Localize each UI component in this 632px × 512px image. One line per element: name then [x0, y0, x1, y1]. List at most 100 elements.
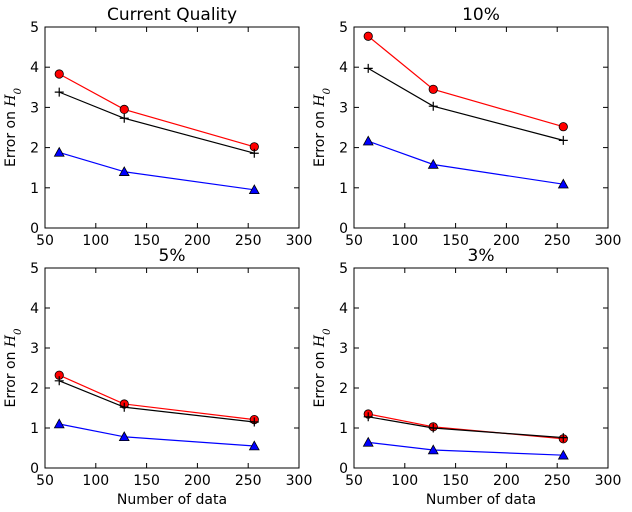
y-tick-label: 1 — [30, 181, 39, 197]
series-line-2 — [367, 67, 564, 141]
data-point-triangle — [427, 444, 439, 455]
series-line-1 — [58, 374, 255, 421]
x-tick-label: 50 — [36, 233, 54, 249]
data-point-triangle — [118, 166, 130, 176]
x-tick-label: 300 — [286, 473, 313, 489]
x-tick-label: 150 — [442, 233, 469, 249]
subplot-2: 50 100 150 200 250 300 0 1 2 3 4 5 10% Error on H0 — [312, 5, 621, 249]
y-axis-label: Error on H0 — [312, 87, 333, 167]
y-axis-label: Error on H0 — [3, 87, 24, 167]
y-tick-label: 1 — [30, 421, 39, 437]
y-tick-label: 4 — [30, 301, 39, 317]
series-line-3 — [59, 151, 255, 191]
x-tick-label: 150 — [442, 473, 469, 489]
subplot-title: Current Quality — [107, 5, 237, 25]
x-tick-label: 300 — [595, 473, 622, 489]
data-point-triangle — [118, 431, 130, 442]
data-point-plus — [119, 402, 129, 412]
data-point-circle — [54, 69, 64, 79]
data-point-triangle — [362, 436, 374, 447]
y-tick-label: 4 — [30, 60, 39, 76]
data-point-triangle — [362, 135, 374, 146]
x-tick-label: 300 — [286, 233, 313, 249]
plot-frame — [44, 26, 300, 229]
data-point-plus — [428, 423, 438, 433]
y-tick-label: 5 — [339, 261, 348, 277]
data-point-triangle — [53, 146, 65, 157]
subplot-1: 50 100 150 200 250 300 0 1 2 3 4 5 Current Quality Er… — [3, 5, 312, 249]
x-tick-label: 200 — [493, 473, 520, 489]
y-tick-label: 5 — [30, 261, 39, 277]
y-tick-label: 2 — [339, 141, 348, 157]
x-tick-label: 150 — [133, 473, 160, 489]
data-point-circle — [428, 84, 438, 94]
series-line-1 — [367, 35, 564, 128]
data-point-plus — [249, 417, 259, 427]
x-axis-label: Number of data — [117, 492, 227, 508]
plot-frame — [44, 267, 300, 469]
y-tick-label: 2 — [339, 381, 348, 397]
data-point-plus — [428, 101, 438, 111]
x-tick-label: 50 — [345, 473, 363, 489]
data-point-triangle — [53, 418, 65, 429]
series-line-3 — [59, 423, 255, 447]
y-tick-label: 0 — [339, 221, 348, 237]
x-tick-label: 100 — [82, 233, 109, 249]
y-tick-label: 3 — [339, 100, 348, 116]
subplot-title: 5% — [159, 246, 186, 266]
y-tick-label: 3 — [30, 341, 39, 357]
data-point-circle — [363, 31, 373, 41]
y-tick-label: 5 — [339, 20, 348, 36]
data-point-circle — [558, 122, 568, 132]
subplot-3: 50 100 150 200 250 300 0 1 2 3 4 5 5% Error on H0 Numb… — [3, 246, 312, 508]
x-tick-label: 250 — [544, 473, 571, 489]
x-tick-label: 50 — [36, 473, 54, 489]
y-tick-label: 3 — [339, 341, 348, 357]
data-point-plus — [249, 148, 259, 158]
y-tick-label: 5 — [30, 20, 39, 36]
x-tick-label: 50 — [345, 233, 363, 249]
data-point-plus — [363, 63, 373, 73]
y-tick-label: 3 — [30, 100, 39, 116]
data-point-plus — [119, 113, 129, 123]
x-tick-label: 100 — [82, 473, 109, 489]
subplot-4: 50 100 150 200 250 300 0 1 2 3 4 5 3% Error on H0 Numb… — [312, 246, 621, 508]
x-tick-label: 250 — [544, 233, 571, 249]
subplot-title: 3% — [468, 246, 495, 266]
x-tick-label: 300 — [595, 233, 622, 249]
x-tick-label: 200 — [184, 233, 211, 249]
x-tick-label: 100 — [391, 233, 418, 249]
x-tick-label: 200 — [493, 233, 520, 249]
series-line-2 — [59, 91, 255, 154]
y-axis-label: Error on H0 — [3, 328, 24, 408]
x-tick-label: 150 — [133, 233, 160, 249]
data-point-plus — [558, 433, 568, 443]
x-tick-label: 200 — [184, 473, 211, 489]
x-tick-label: 100 — [391, 473, 418, 489]
data-point-triangle — [427, 158, 439, 169]
y-tick-label: 4 — [339, 301, 348, 317]
y-tick-label: 1 — [339, 421, 348, 437]
data-point-plus — [54, 87, 64, 97]
data-point-plus — [363, 412, 373, 422]
series-line-3 — [368, 441, 564, 456]
data-point-triangle — [557, 449, 569, 460]
data-point-plus — [558, 135, 568, 145]
subplot-title: 10% — [462, 5, 500, 25]
y-tick-label: 4 — [339, 60, 348, 76]
y-tick-label: 2 — [30, 141, 39, 157]
plot-frame — [353, 26, 609, 229]
x-tick-label: 250 — [235, 473, 262, 489]
y-tick-label: 0 — [30, 221, 39, 237]
y-axis-label: Error on H0 — [312, 328, 333, 408]
data-point-plus — [54, 376, 64, 386]
plot-frame — [353, 267, 609, 469]
data-point-triangle — [248, 440, 260, 451]
y-tick-label: 0 — [30, 461, 39, 477]
x-tick-label: 250 — [235, 233, 262, 249]
x-axis-label: Number of data — [426, 492, 536, 508]
y-tick-label: 1 — [339, 181, 348, 197]
data-point-circle — [119, 104, 129, 115]
series-line-1 — [58, 73, 255, 148]
